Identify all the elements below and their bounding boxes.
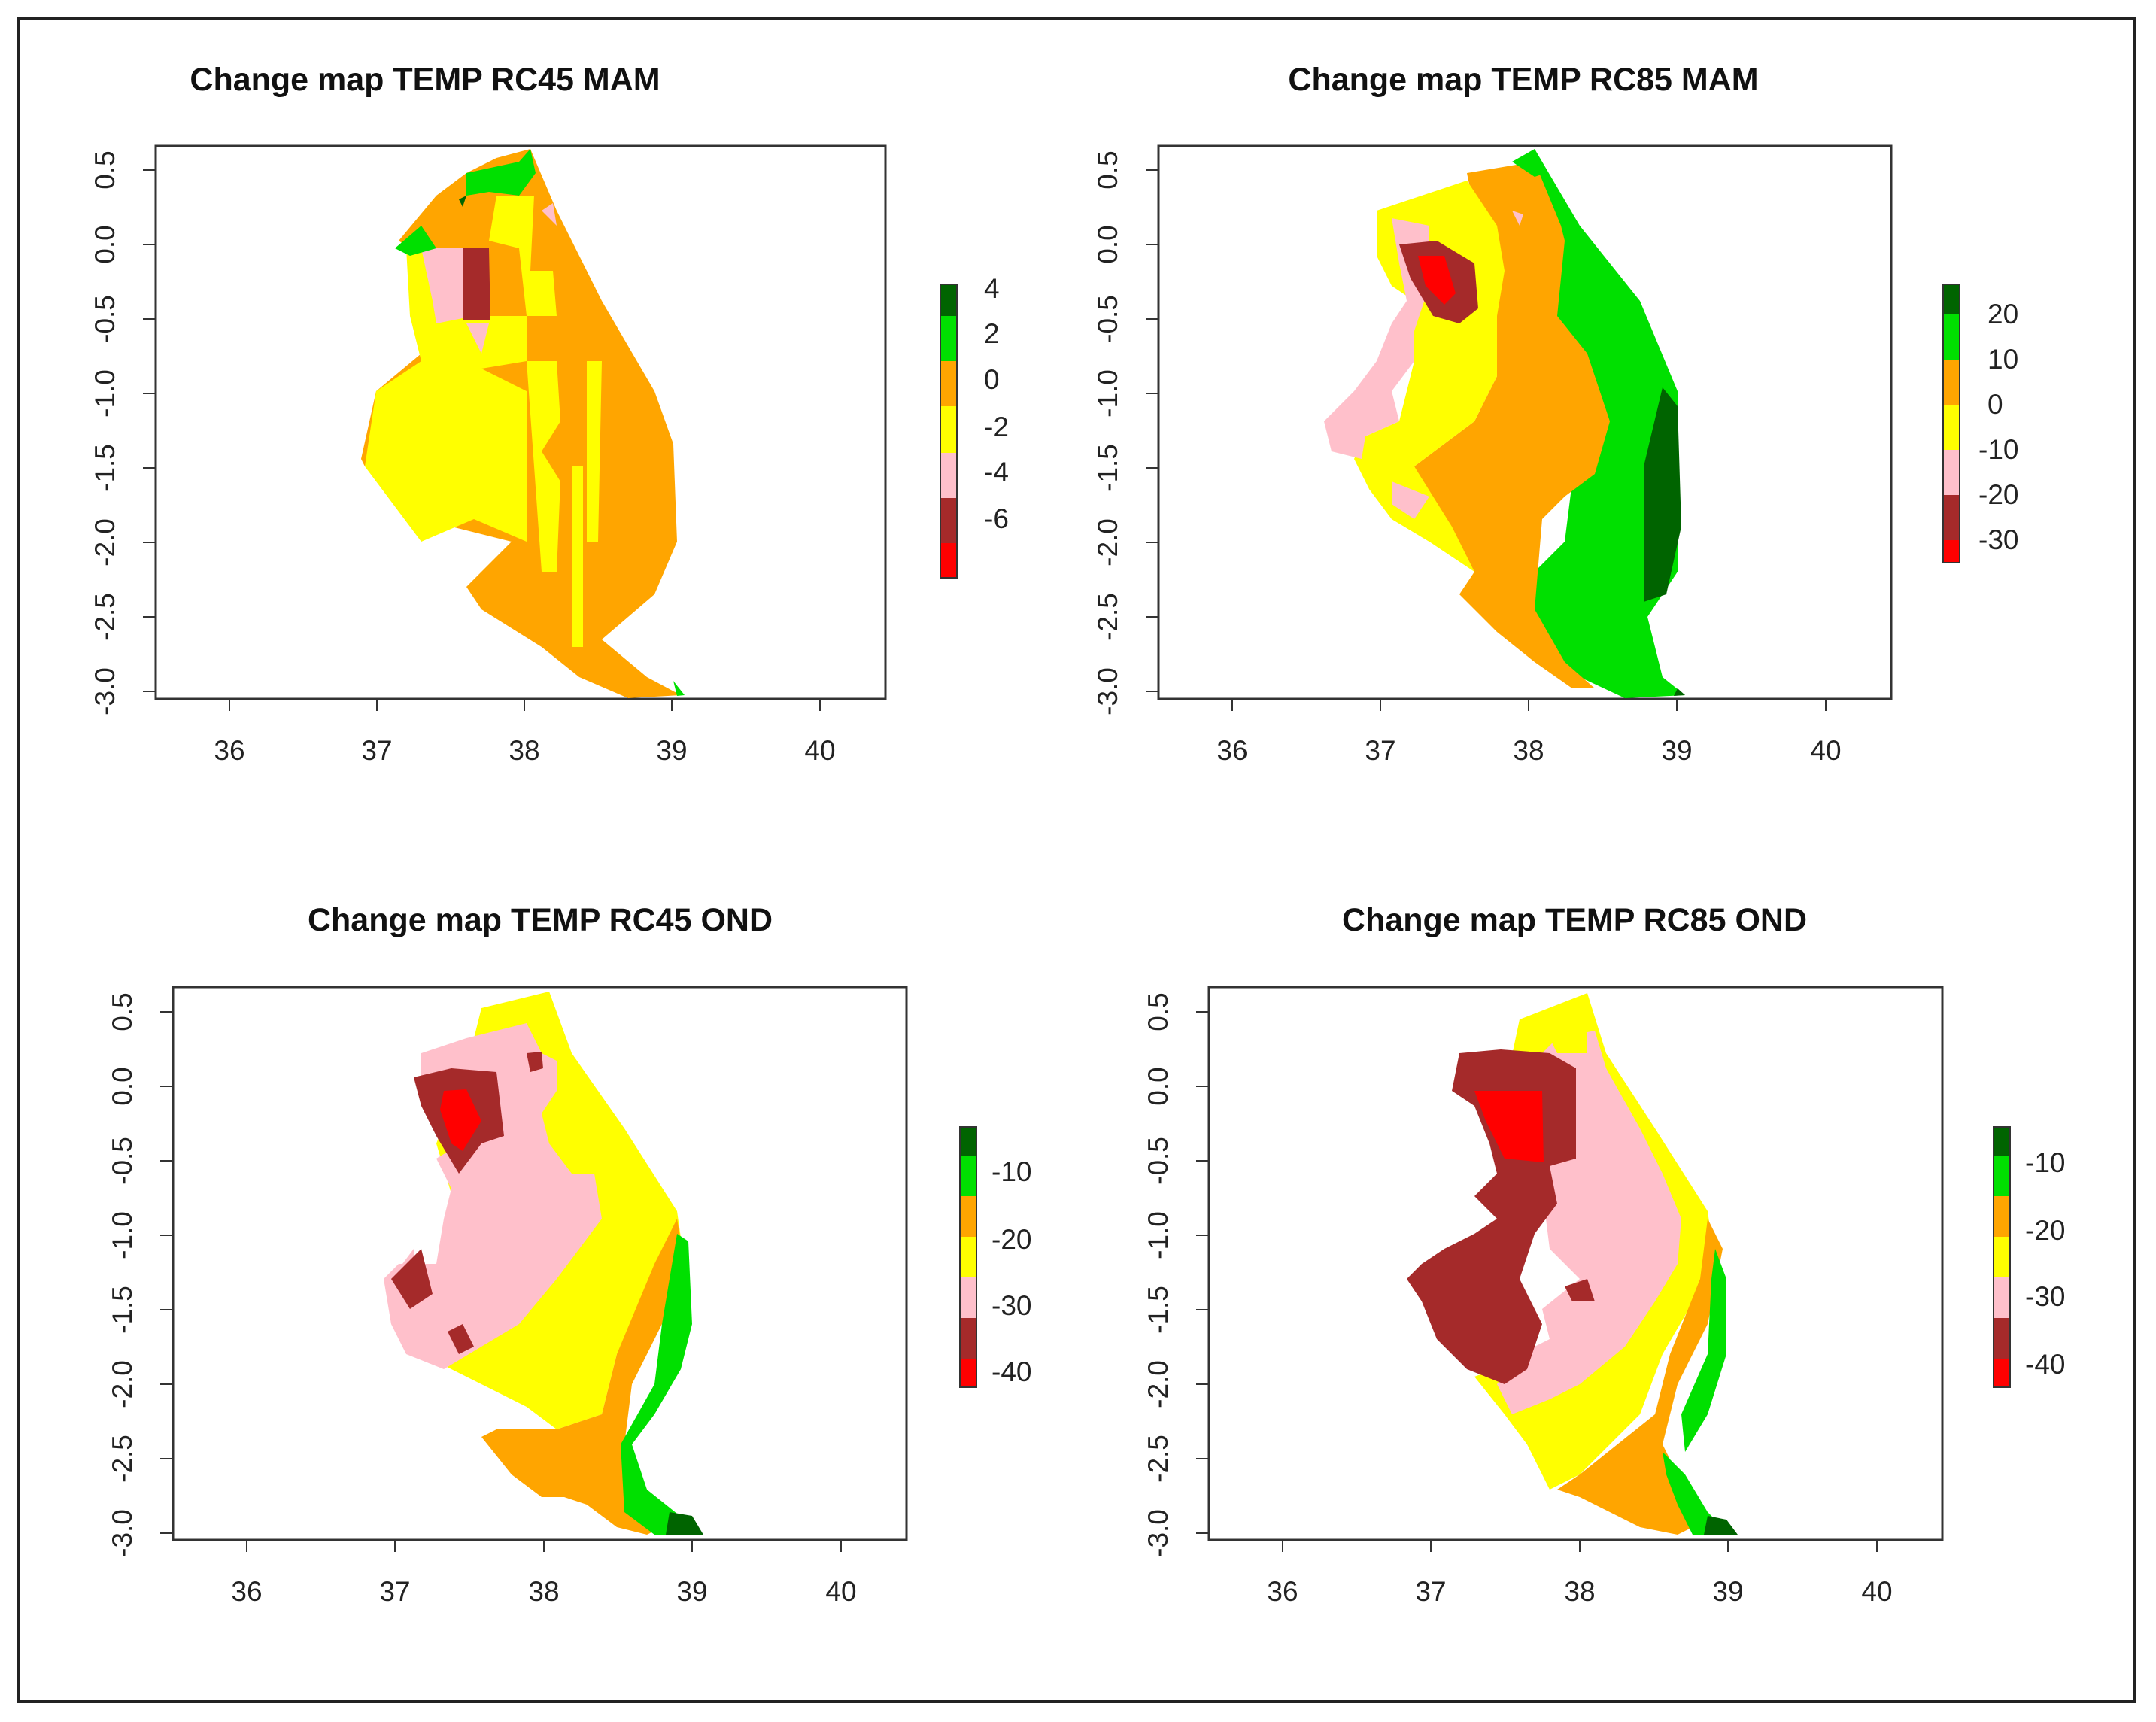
- colorbar-label: 0: [984, 364, 1000, 395]
- x-tick-label: 40: [804, 735, 835, 766]
- figure-frame: [17, 17, 2136, 1703]
- map-region: [361, 149, 685, 698]
- x-tick-label: 36: [1267, 1576, 1298, 1607]
- colorbar-label: -20: [2025, 1215, 2065, 1246]
- map-region: [1324, 149, 1685, 698]
- colorbar-label: -20: [991, 1224, 1031, 1255]
- colorbar: 4 2 0 -2 -4 -6: [940, 273, 1009, 579]
- x-tick-label: 40: [825, 1576, 856, 1607]
- colorbar-label: 0: [1987, 389, 2003, 420]
- colorbar-label: 20: [1987, 299, 2018, 330]
- y-tick-label: 0.5: [90, 150, 120, 189]
- panel-title: Change map TEMP RC85 OND: [1342, 902, 1807, 938]
- panel-rc85-mam: Change map TEMP RC85 MAM: [1092, 62, 2018, 766]
- x-axis: 36 37 38 39 40: [1216, 698, 1842, 766]
- y-tick-label: -2.0: [1092, 518, 1123, 566]
- y-tick-label: -0.5: [107, 1137, 138, 1185]
- y-tick-label: -0.5: [1092, 295, 1123, 343]
- x-axis: 36 37 38 39 40: [231, 1539, 857, 1607]
- colorbar-label: -10: [1978, 434, 2018, 465]
- y-tick-label: -3.0: [90, 667, 120, 715]
- y-tick-label: -2.0: [107, 1360, 138, 1408]
- colorbar-label: -6: [984, 503, 1009, 534]
- y-tick-label: -1.5: [1092, 444, 1123, 492]
- colorbar-label: -40: [991, 1356, 1031, 1387]
- y-tick-label: -3.0: [107, 1509, 138, 1557]
- map-region: [384, 992, 703, 1535]
- y-tick-label: 0.0: [1092, 225, 1123, 263]
- x-tick-label: 40: [1861, 1576, 1892, 1607]
- y-tick-label: 0.0: [1143, 1067, 1174, 1105]
- colorbar-label: -4: [984, 457, 1009, 487]
- colorbar-label: -30: [2025, 1281, 2065, 1312]
- colorbar-label: -20: [1978, 479, 2018, 510]
- y-tick-label: 0.5: [107, 992, 138, 1031]
- y-tick-label: -1.0: [107, 1211, 138, 1259]
- y-tick-label: -2.5: [1143, 1435, 1174, 1483]
- panel-title: Change map TEMP RC45 OND: [308, 902, 773, 938]
- colorbar: -10 -20 -30 -40: [959, 1126, 1031, 1388]
- x-axis: 36 37 38 39 40: [214, 698, 836, 766]
- x-tick-label: 36: [214, 735, 244, 766]
- y-tick-label: -3.0: [1092, 667, 1123, 715]
- y-tick-label: -3.0: [1143, 1509, 1174, 1557]
- colorbar-label: -10: [2025, 1147, 2065, 1178]
- colorbar: -10 -20 -30 -40: [1993, 1126, 2065, 1388]
- colorbar-label: -2: [984, 412, 1009, 442]
- y-tick-label: -2.5: [90, 593, 120, 641]
- y-tick-label: -2.0: [1143, 1360, 1174, 1408]
- x-tick-label: 37: [361, 735, 392, 766]
- x-tick-label: 40: [1810, 735, 1841, 766]
- panel-title: Change map TEMP RC85 MAM: [1288, 62, 1758, 98]
- x-tick-label: 39: [676, 1576, 707, 1607]
- x-tick-label: 38: [528, 1576, 559, 1607]
- y-axis: 0.5 0.0 -0.5 -1.0 -1.5 -2.0 -2.5 -3.0: [90, 150, 156, 715]
- x-tick-label: 38: [509, 735, 539, 766]
- x-tick-label: 36: [231, 1576, 262, 1607]
- colorbar: 20 10 0 -10 -20 -30: [1942, 284, 2018, 563]
- y-axis: 0.5 0.0 -0.5 -1.0 -1.5 -2.0 -2.5 -3.0: [1092, 150, 1159, 715]
- colorbar-label: 2: [984, 318, 1000, 349]
- panel-rc45-mam: Change map TEMP RC45 MAM: [90, 62, 1009, 766]
- y-tick-label: 0.5: [1143, 992, 1174, 1031]
- y-tick-label: -1.5: [107, 1286, 138, 1334]
- map-region: [1407, 993, 1738, 1535]
- x-tick-label: 39: [656, 735, 687, 766]
- colorbar-label: 4: [984, 273, 1000, 304]
- y-tick-label: -2.0: [90, 518, 120, 566]
- panel-rc85-ond: Change map TEMP RC85 OND: [1143, 902, 2065, 1607]
- y-tick-label: -0.5: [1143, 1137, 1174, 1185]
- x-tick-label: 38: [1564, 1576, 1595, 1607]
- x-tick-label: 37: [1415, 1576, 1446, 1607]
- colorbar-label: -30: [991, 1290, 1031, 1321]
- y-tick-label: -1.5: [1143, 1286, 1174, 1334]
- y-tick-label: 0.0: [90, 225, 120, 263]
- y-tick-label: 0.5: [1092, 150, 1123, 189]
- x-tick-label: 38: [1513, 735, 1544, 766]
- y-tick-label: -1.0: [90, 369, 120, 418]
- x-axis: 36 37 38 39 40: [1267, 1539, 1893, 1607]
- x-tick-label: 39: [1712, 1576, 1743, 1607]
- colorbar-label: 10: [1987, 344, 2018, 375]
- y-tick-label: -0.5: [90, 295, 120, 343]
- y-axis: 0.5 0.0 -0.5 -1.0 -1.5 -2.0 -2.5 -3.0: [107, 992, 174, 1557]
- x-tick-label: 37: [1365, 735, 1395, 766]
- colorbar-label: -10: [991, 1156, 1031, 1187]
- x-tick-label: 36: [1216, 735, 1247, 766]
- colorbar-label: -40: [2025, 1349, 2065, 1380]
- panel-title: Change map TEMP RC45 MAM: [190, 62, 660, 98]
- y-axis: 0.5 0.0 -0.5 -1.0 -1.5 -2.0 -2.5 -3.0: [1143, 992, 1210, 1557]
- y-tick-label: -2.5: [107, 1435, 138, 1483]
- x-tick-label: 37: [379, 1576, 410, 1607]
- y-tick-label: 0.0: [107, 1067, 138, 1105]
- x-tick-label: 39: [1661, 735, 1692, 766]
- y-tick-label: -1.5: [90, 444, 120, 492]
- colorbar-label: -30: [1978, 524, 2018, 555]
- y-tick-label: -1.0: [1143, 1211, 1174, 1259]
- panel-rc45-ond: Change map TEMP RC45 OND: [107, 902, 1031, 1607]
- y-tick-label: -2.5: [1092, 593, 1123, 641]
- y-tick-label: -1.0: [1092, 369, 1123, 418]
